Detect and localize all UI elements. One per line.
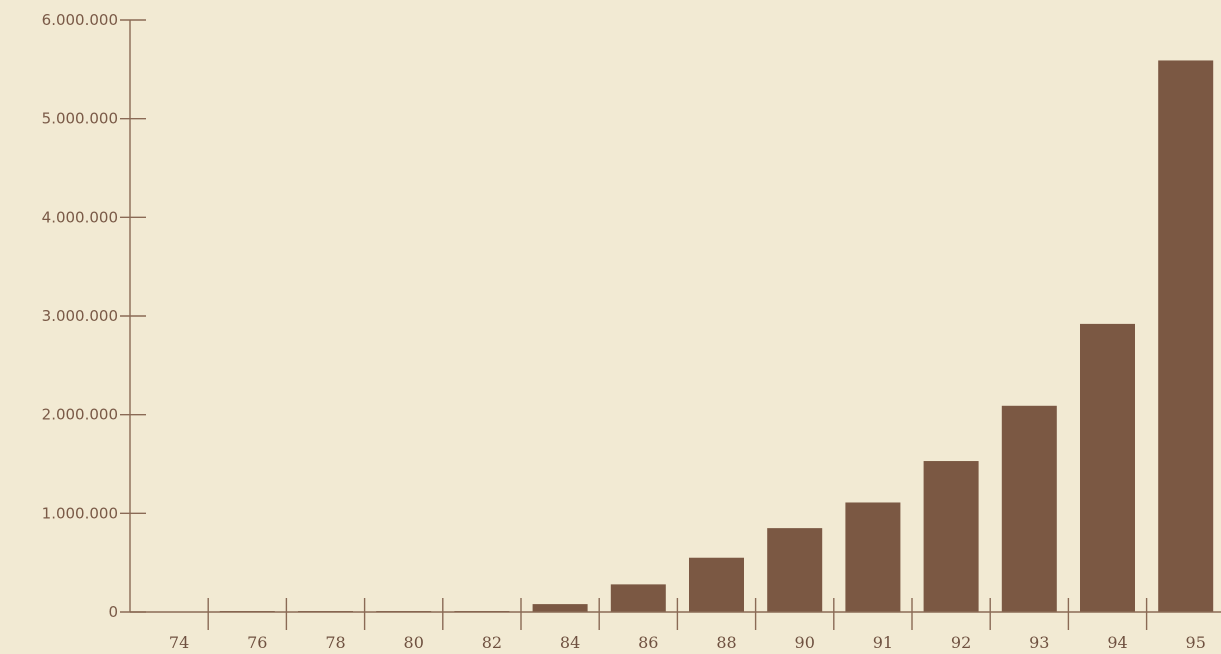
y-tick-label: 5.000.000 [42, 110, 118, 128]
bar-90 [767, 528, 823, 612]
bar-95 [1158, 60, 1214, 613]
x-tick-label: 92 [951, 633, 971, 652]
x-tick-label: 91 [873, 633, 893, 652]
y-tick-label: 3.000.000 [42, 307, 118, 325]
x-ticks-group: 74 76 78 80 82 84 86 88 90 91 92 93 94 95 [169, 598, 1206, 652]
x-tick-label: 74 [169, 633, 189, 652]
bar-86 [610, 584, 666, 612]
x-tick-label: 88 [716, 633, 736, 652]
x-tick-label: 82 [482, 633, 502, 652]
x-tick-label: 95 [1186, 633, 1206, 652]
x-tick-label: 78 [325, 633, 345, 652]
bar-92 [923, 461, 979, 612]
axes-group [129, 20, 1221, 613]
x-tick-label: 90 [795, 633, 815, 652]
y-tick-label: 4.000.000 [42, 208, 118, 226]
y-tick-label: 2.000.000 [42, 406, 118, 424]
x-tick-label: 94 [1107, 633, 1127, 652]
y-tick-label: 6.000.000 [42, 11, 118, 29]
bar-93 [1001, 405, 1057, 612]
bar-88 [689, 557, 744, 612]
bar-84 [532, 604, 588, 612]
y-tick-label: 1.000.000 [42, 504, 118, 522]
x-tick-label: 86 [638, 633, 658, 652]
bars-group [219, 60, 1214, 613]
x-tick-label: 93 [1029, 633, 1049, 652]
y-tick-label: 0 [108, 603, 118, 621]
x-tick-label: 76 [247, 633, 267, 652]
bar-94 [1080, 323, 1135, 612]
x-tick-label: 84 [560, 633, 580, 652]
y-ticks-group: 0 1.000.000 2.000.000 3.000.000 4.000.000 5.0… [42, 11, 146, 621]
bar-91 [845, 502, 901, 612]
x-tick-label: 80 [404, 633, 424, 652]
